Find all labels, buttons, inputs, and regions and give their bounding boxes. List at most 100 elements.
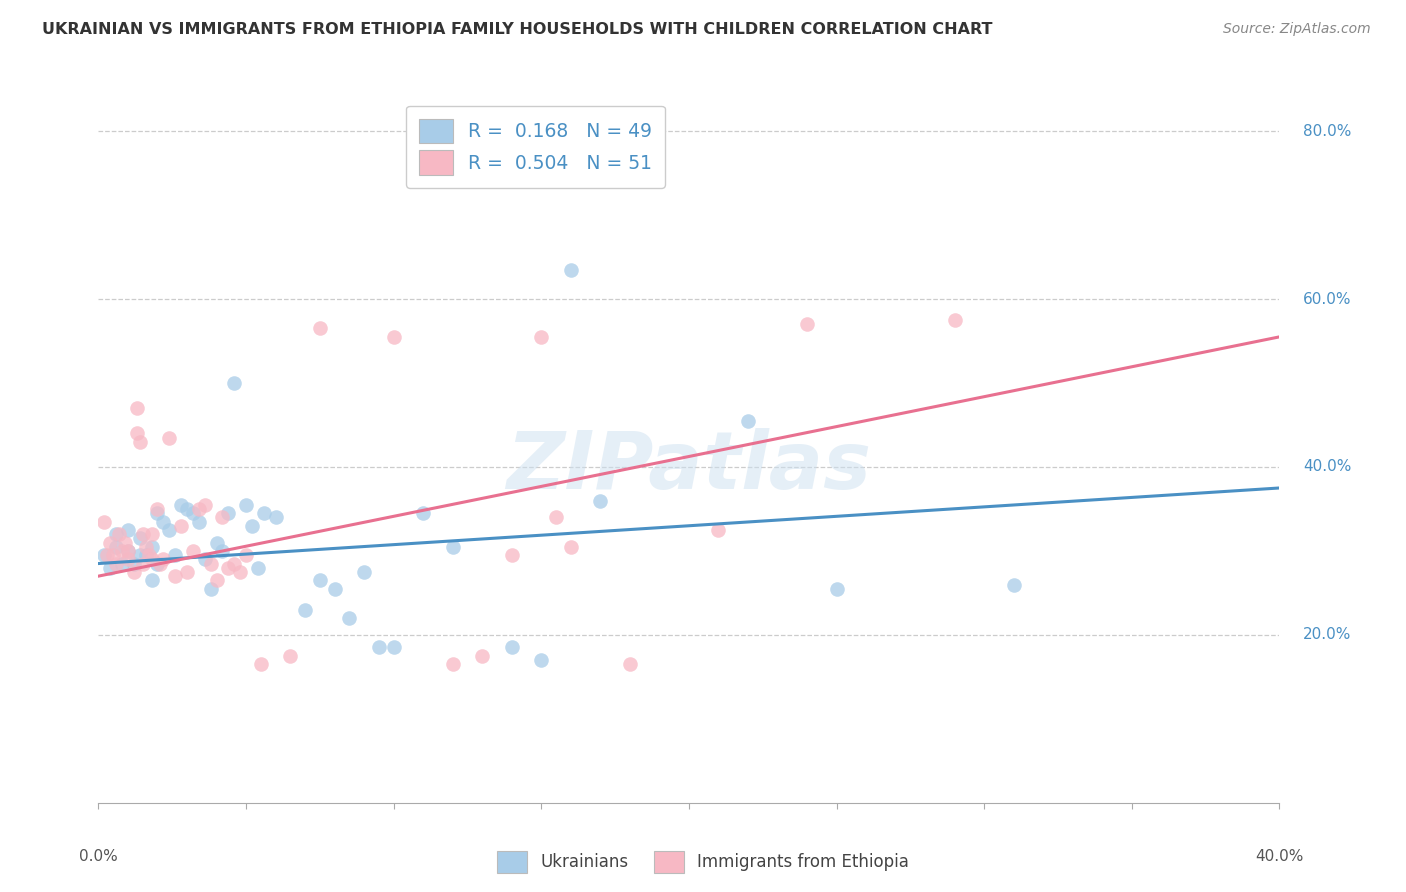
Point bbox=[135, 548, 157, 562]
Point bbox=[181, 544, 204, 558]
Point bbox=[122, 565, 145, 579]
Text: Source: ZipAtlas.com: Source: ZipAtlas.com bbox=[1223, 22, 1371, 37]
Point bbox=[165, 569, 187, 583]
Point bbox=[224, 376, 246, 390]
Point bbox=[217, 560, 239, 574]
Point bbox=[152, 552, 174, 566]
Point bbox=[309, 321, 332, 335]
Point bbox=[125, 401, 148, 416]
Point bbox=[105, 540, 128, 554]
Point bbox=[205, 574, 228, 588]
Text: 80.0%: 80.0% bbox=[1303, 124, 1351, 138]
Point bbox=[250, 657, 273, 672]
Point bbox=[117, 552, 139, 566]
Point bbox=[157, 431, 180, 445]
Point bbox=[138, 548, 160, 562]
Point bbox=[187, 515, 209, 529]
Point bbox=[441, 540, 464, 554]
Point bbox=[128, 434, 150, 449]
Point bbox=[530, 653, 553, 667]
Point bbox=[546, 510, 568, 524]
Text: 20.0%: 20.0% bbox=[1303, 627, 1351, 642]
Point bbox=[560, 540, 582, 554]
Point bbox=[441, 657, 464, 672]
Point bbox=[176, 565, 198, 579]
Text: 60.0%: 60.0% bbox=[1303, 292, 1351, 307]
Point bbox=[108, 527, 131, 541]
Point bbox=[246, 560, 269, 574]
Point bbox=[96, 548, 118, 562]
Point bbox=[128, 532, 150, 546]
Point bbox=[117, 544, 139, 558]
Point bbox=[235, 548, 257, 562]
Point bbox=[141, 527, 163, 541]
Text: UKRAINIAN VS IMMIGRANTS FROM ETHIOPIA FAMILY HOUSEHOLDS WITH CHILDREN CORRELATIO: UKRAINIAN VS IMMIGRANTS FROM ETHIOPIA FA… bbox=[42, 22, 993, 37]
Point bbox=[412, 506, 434, 520]
Point bbox=[501, 548, 523, 562]
Point bbox=[560, 262, 582, 277]
Point bbox=[141, 574, 163, 588]
Point bbox=[105, 527, 128, 541]
Point bbox=[796, 318, 818, 332]
Point bbox=[229, 565, 252, 579]
Point bbox=[737, 414, 759, 428]
Point bbox=[589, 493, 612, 508]
Point bbox=[353, 565, 375, 579]
Point bbox=[98, 560, 121, 574]
Point bbox=[105, 557, 128, 571]
Point bbox=[382, 330, 405, 344]
Legend: R =  0.168   N = 49, R =  0.504   N = 51: R = 0.168 N = 49, R = 0.504 N = 51 bbox=[406, 106, 665, 187]
Point bbox=[194, 498, 217, 512]
Point bbox=[122, 557, 145, 571]
Point bbox=[194, 552, 217, 566]
Point bbox=[368, 640, 391, 655]
Point bbox=[619, 657, 641, 672]
Point bbox=[943, 313, 966, 327]
Text: 40.0%: 40.0% bbox=[1256, 849, 1303, 864]
Point bbox=[93, 548, 115, 562]
Point bbox=[146, 502, 169, 516]
Point bbox=[323, 582, 346, 596]
Point bbox=[211, 544, 233, 558]
Point bbox=[280, 648, 302, 663]
Point bbox=[253, 506, 276, 520]
Text: 0.0%: 0.0% bbox=[79, 849, 118, 864]
Point bbox=[181, 506, 204, 520]
Point bbox=[135, 540, 157, 554]
Text: ZIPatlas: ZIPatlas bbox=[506, 428, 872, 507]
Point bbox=[98, 535, 121, 549]
Point bbox=[471, 648, 494, 663]
Point bbox=[128, 548, 150, 562]
Point bbox=[707, 523, 730, 537]
Point bbox=[157, 523, 180, 537]
Point bbox=[125, 426, 148, 441]
Point bbox=[309, 574, 332, 588]
Point bbox=[132, 557, 155, 571]
Point bbox=[530, 330, 553, 344]
Point bbox=[114, 535, 136, 549]
Point bbox=[170, 498, 193, 512]
Text: 40.0%: 40.0% bbox=[1303, 459, 1351, 475]
Point bbox=[264, 510, 287, 524]
Point bbox=[132, 527, 155, 541]
Point bbox=[111, 544, 134, 558]
Point bbox=[825, 582, 848, 596]
Point bbox=[176, 502, 198, 516]
Point bbox=[146, 557, 169, 571]
Legend: Ukrainians, Immigrants from Ethiopia: Ukrainians, Immigrants from Ethiopia bbox=[491, 845, 915, 880]
Point bbox=[103, 548, 125, 562]
Point bbox=[141, 540, 163, 554]
Point bbox=[200, 557, 222, 571]
Point bbox=[224, 557, 246, 571]
Point bbox=[382, 640, 405, 655]
Point bbox=[141, 552, 163, 566]
Point bbox=[501, 640, 523, 655]
Point bbox=[1002, 577, 1025, 591]
Point bbox=[149, 557, 172, 571]
Point bbox=[339, 611, 361, 625]
Point bbox=[93, 515, 115, 529]
Point bbox=[294, 603, 316, 617]
Point bbox=[211, 510, 233, 524]
Point bbox=[111, 557, 134, 571]
Point bbox=[235, 498, 257, 512]
